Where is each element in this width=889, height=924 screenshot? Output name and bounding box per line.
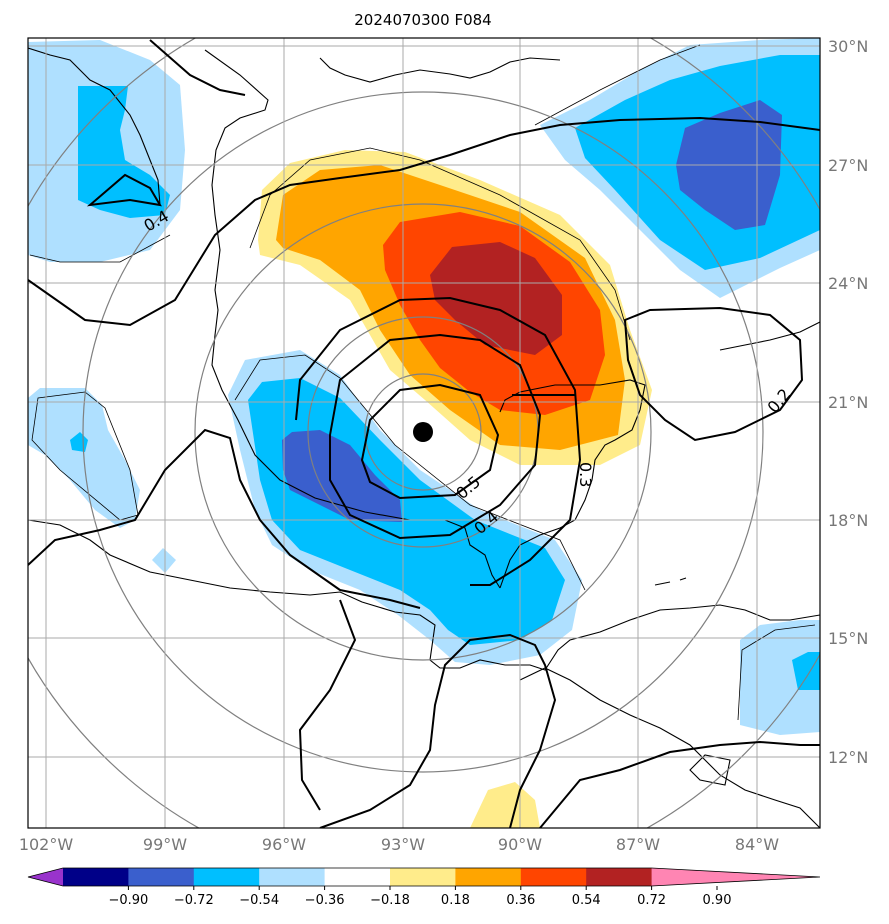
- lat-label: 12°N: [828, 748, 868, 767]
- colorbar-extend-high: [651, 868, 820, 886]
- colorbar-tick-label: 0.90: [703, 893, 732, 908]
- lon-label: 96°W: [262, 835, 306, 854]
- positive-anomaly-shading: [258, 150, 652, 828]
- colorbar-segment: [390, 868, 456, 886]
- colorbar-segment: [586, 868, 653, 886]
- lat-label: 27°N: [828, 156, 868, 175]
- longitude-labels: 102°W 99°W 96°W 93°W 90°W 87°W 84°W: [19, 835, 779, 854]
- lat-label: 21°N: [828, 393, 868, 412]
- lon-label: 93°W: [381, 835, 425, 854]
- range-rings: [28, 38, 820, 828]
- colorbar-segment: [193, 868, 260, 886]
- latitude-labels: 30°N 27°N 24°N 21°N 18°N 15°N 12°N: [828, 37, 868, 767]
- lon-label: 84°W: [735, 835, 779, 854]
- bold-contours: [28, 39, 820, 828]
- map-area: 0.4 0.5 0.4 0.3 0.2: [28, 38, 820, 828]
- colorbar-segment: [520, 868, 587, 886]
- figure-title: 2024070300 F084: [354, 11, 491, 29]
- lon-label: 87°W: [616, 835, 660, 854]
- shading-outlines: [29, 44, 816, 721]
- colorbar-tick-label: 0.72: [637, 893, 666, 908]
- colorbar-segment: [259, 868, 326, 886]
- colorbar-tick-label: −0.36: [305, 893, 345, 908]
- colorbar-extend-low: [28, 868, 63, 886]
- colorbar-tick-label: 0.54: [572, 893, 601, 908]
- lat-label: 18°N: [828, 511, 868, 530]
- colorbar-tick-label: −0.72: [174, 893, 214, 908]
- colorbar-segment: [63, 868, 129, 886]
- colorbar: −0.90 −0.72 −0.54 −0.36 −0.18 0.18 0.36 0.54 0.7…: [27, 867, 821, 908]
- colorbar-tick-label: 0.18: [441, 893, 470, 908]
- lat-label: 15°N: [828, 629, 868, 648]
- colorbar-tick-label: −0.90: [108, 893, 148, 908]
- lon-label: 99°W: [143, 835, 187, 854]
- coastlines: [28, 47, 820, 828]
- lon-label: 102°W: [19, 835, 74, 854]
- colorbar-segment: [455, 868, 522, 886]
- colorbar-tick-label: −0.18: [370, 893, 410, 908]
- colorbar-segment: [128, 868, 195, 886]
- lon-label: 90°W: [498, 835, 542, 854]
- map-frame: [27, 37, 821, 829]
- lat-label: 24°N: [828, 274, 868, 293]
- storm-center-dot: [413, 422, 433, 442]
- contour-label: 0.3: [576, 462, 595, 487]
- colorbar-segment: [324, 868, 391, 886]
- colorbar-outline: [27, 867, 821, 887]
- colorbar-tick-label: 0.36: [506, 893, 535, 908]
- lat-label: 30°N: [828, 37, 868, 56]
- colorbar-tick-label: −0.54: [239, 893, 279, 908]
